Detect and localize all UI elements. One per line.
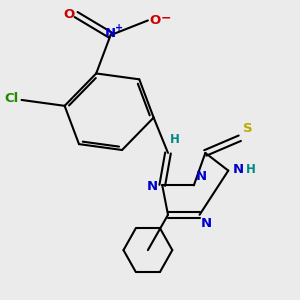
Text: N: N — [232, 163, 244, 176]
Text: N: N — [195, 170, 206, 183]
Text: N: N — [105, 27, 116, 40]
Text: H: H — [169, 133, 179, 146]
Text: O: O — [149, 14, 161, 27]
Text: Cl: Cl — [4, 92, 19, 105]
Text: N: N — [147, 180, 158, 193]
Text: N: N — [201, 217, 212, 230]
Text: +: + — [115, 23, 123, 33]
Text: −: − — [161, 11, 171, 24]
Text: S: S — [243, 122, 252, 135]
Text: H: H — [245, 163, 255, 176]
Text: O: O — [63, 8, 75, 21]
